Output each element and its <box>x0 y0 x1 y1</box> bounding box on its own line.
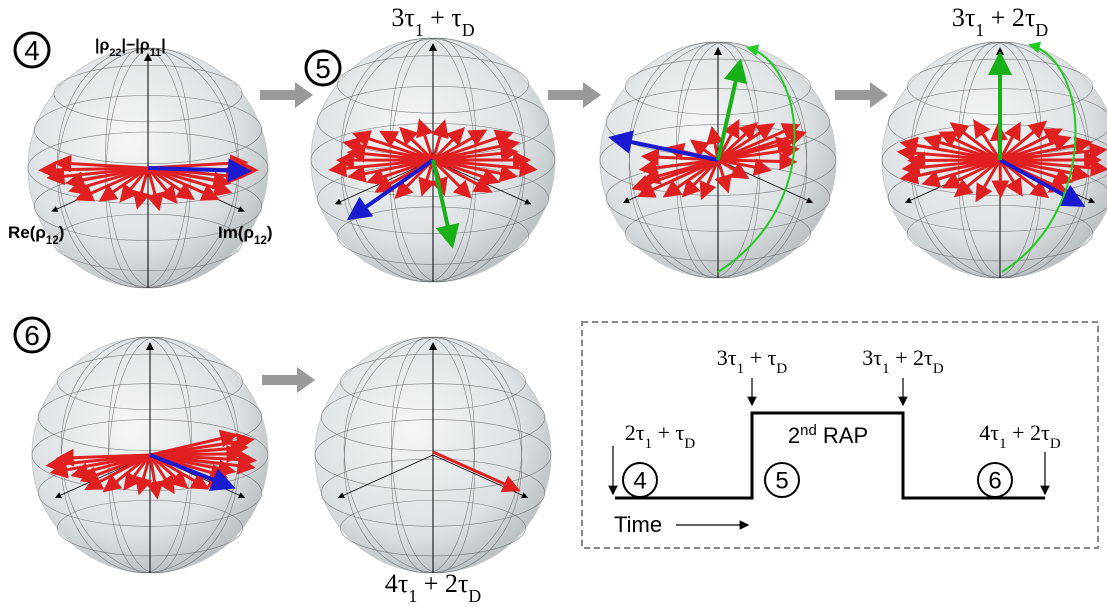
step-number: 6 <box>988 468 1001 495</box>
step-number: 5 <box>315 53 331 84</box>
label-part: + 2τ <box>984 3 1035 32</box>
label-part: D <box>468 586 481 606</box>
vector <box>1000 160 1001 195</box>
flow-arrow <box>835 82 888 108</box>
time-label: 3τ1 + τD <box>717 345 788 377</box>
time-label: 3τ1 + τD <box>391 3 474 40</box>
label-part: 4τ <box>385 569 408 598</box>
label-part: 1 <box>882 361 889 377</box>
time-label: 4τ1 + 2τD <box>385 569 481 606</box>
label-part: 3τ <box>717 345 737 370</box>
label-part: + 2τ <box>1007 420 1050 445</box>
label-part: |ρ <box>95 37 109 54</box>
label-part: D <box>684 436 695 452</box>
label-part: D <box>1050 436 1061 452</box>
time-label: 3τ1 + 2τD <box>952 3 1048 40</box>
label-part: 1 <box>415 20 424 40</box>
time-label: 4τ1 + 2τD <box>979 420 1061 452</box>
time-label: 2τ1 + τD <box>625 420 696 452</box>
label-part: Re(ρ <box>8 223 46 242</box>
label-part: D <box>1035 20 1048 40</box>
flow-arrow <box>260 82 313 108</box>
label-part: D <box>776 361 787 377</box>
label-part: 22 <box>109 47 121 59</box>
label-part: + τ <box>744 345 776 370</box>
label-part: 3τ <box>952 3 975 32</box>
label-part: + 2τ <box>417 569 468 598</box>
label-part: nd <box>800 422 817 439</box>
label-part: + τ <box>424 3 462 32</box>
label-part: 12 <box>254 235 267 247</box>
label-part: 4τ <box>979 420 999 445</box>
step-number: 4 <box>633 468 646 495</box>
step-number: 5 <box>775 468 788 495</box>
label-part: 3τ <box>862 345 882 370</box>
label-part: 3τ <box>391 3 414 32</box>
flow-arrow <box>262 367 315 393</box>
label-part: 11 <box>150 47 162 59</box>
label-part: 1 <box>999 436 1006 452</box>
pulse-label: 2nd RAP <box>788 422 868 449</box>
label-part: 1 <box>737 361 744 377</box>
label-part: RAP <box>817 423 868 448</box>
label-part: D <box>933 361 944 377</box>
axis-label: Time <box>614 512 662 537</box>
label-part: 12 <box>46 235 59 247</box>
label-part: 1 <box>975 20 984 40</box>
label-part: + τ <box>652 420 684 445</box>
label-part: ) <box>59 223 65 242</box>
label-part: + 2τ <box>890 345 933 370</box>
label-part: D <box>462 20 475 40</box>
time-label: 3τ1 + 2τD <box>862 345 944 377</box>
label-part: | <box>161 37 165 54</box>
label-part: 1 <box>645 436 652 452</box>
step-number: 6 <box>24 320 40 351</box>
label-part: 2 <box>788 423 800 448</box>
figure: 456|ρ22|−|ρ11|Re(ρ12)Im(ρ12)3τ1 + τD3τ1 … <box>0 0 1107 607</box>
step-number: 4 <box>24 35 40 66</box>
label-part: ) <box>267 223 273 242</box>
label-part: |−|ρ <box>121 37 149 54</box>
flow-arrow <box>548 82 601 108</box>
label-part: 1 <box>408 586 417 606</box>
label-part: Im(ρ <box>218 223 254 242</box>
label-part: 2τ <box>625 420 645 445</box>
